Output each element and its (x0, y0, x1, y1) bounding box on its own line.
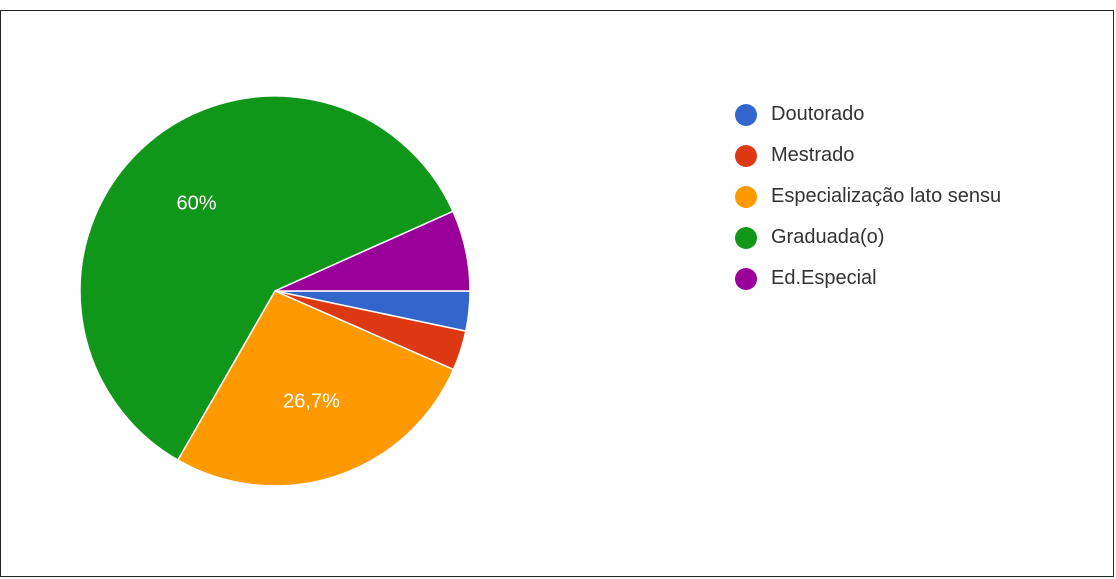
legend-label-mestrado: Mestrado (771, 144, 855, 166)
legend: Doutorado Mestrado Especialização lato s… (735, 94, 1001, 299)
pie-chart: 26,7% 60% (79, 95, 471, 487)
legend-item-ed-especial[interactable]: Ed.Especial (735, 258, 1001, 299)
legend-label-doutorado: Doutorado (771, 103, 865, 125)
legend-swatch-graduada (735, 226, 757, 249)
legend-item-especializacao[interactable]: Especialização lato sensu (735, 176, 1001, 217)
pie-slice-especializacao[interactable] (176, 290, 455, 487)
pie-slice-graduada[interactable] (79, 95, 454, 462)
legend-item-graduada[interactable]: Graduada(o) (735, 217, 1001, 258)
legend-item-mestrado[interactable]: Mestrado (735, 135, 1001, 176)
legend-swatch-mestrado (735, 144, 757, 167)
pie-slice-ed-especial[interactable] (274, 210, 471, 292)
legend-item-doutorado[interactable]: Doutorado (735, 94, 1001, 135)
legend-label-graduada: Graduada(o) (771, 226, 885, 248)
legend-label-ed-especial: Ed.Especial (771, 267, 877, 289)
legend-label-especializacao: Especialização lato sensu (771, 185, 1002, 207)
legend-swatch-doutorado (735, 103, 757, 126)
slice-label-graduada: 60% (177, 192, 217, 214)
legend-swatch-especializacao (735, 185, 757, 208)
slice-label-especializacao: 26,7% (283, 390, 340, 412)
legend-swatch-ed-especial (735, 267, 757, 290)
